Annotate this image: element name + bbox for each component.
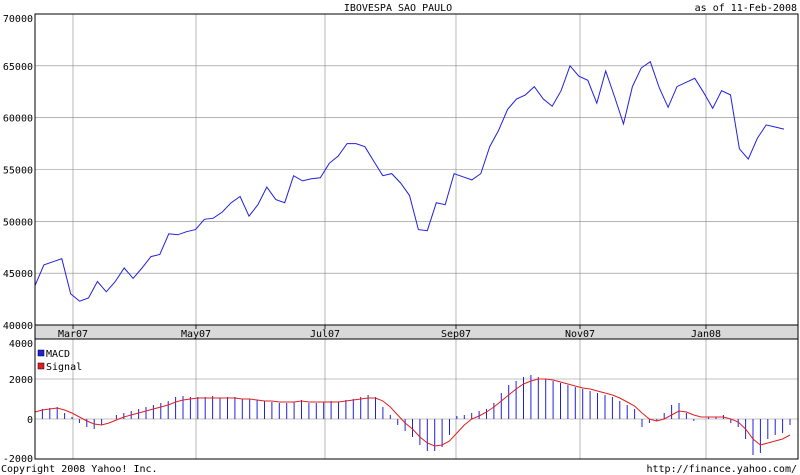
date-tick-label: Mar07 bbox=[58, 329, 88, 340]
price-tick-label: 40000 bbox=[3, 321, 33, 332]
source-url: http://finance.yahoo.com/ bbox=[646, 464, 797, 475]
price-tick-label: 65000 bbox=[3, 62, 33, 73]
price-axis-labels: 40000 45000 50000 55000 60000 65000 70000 bbox=[3, 14, 33, 332]
macd-axis-labels: -2000 0 2000 4000 bbox=[3, 339, 33, 465]
date-tick-label: Jan08 bbox=[691, 329, 721, 340]
legend-macd-label: MACD bbox=[46, 349, 70, 360]
legend-macd-swatch bbox=[37, 349, 45, 357]
date-axis-labels: Mar07 May07 Jul07 Sep07 Nov07 Jan08 bbox=[58, 325, 721, 340]
date-tick-label: Nov07 bbox=[565, 329, 595, 340]
price-tick-label: 60000 bbox=[3, 114, 33, 125]
macd-bars bbox=[34, 375, 791, 455]
macd-tick-label: 0 bbox=[27, 415, 33, 426]
date-tick-label: May07 bbox=[181, 329, 211, 340]
price-tick-label: 70000 bbox=[3, 14, 33, 25]
signal-line bbox=[34, 378, 791, 447]
legend: MACD Signal bbox=[37, 349, 82, 373]
date-axis-band bbox=[35, 325, 798, 339]
macd-tick-label: 4000 bbox=[9, 339, 33, 350]
price-tick-label: 50000 bbox=[3, 217, 33, 228]
price-line bbox=[34, 60, 785, 302]
copyright-text: Copyright 2008 Yahoo! Inc. bbox=[1, 464, 158, 475]
macd-frame bbox=[34, 338, 799, 460]
date-tick-label: Sep07 bbox=[441, 329, 471, 340]
price-tick-label: 45000 bbox=[3, 269, 33, 280]
date-tick-label: Jul07 bbox=[310, 329, 340, 340]
signal-series bbox=[34, 378, 791, 447]
legend-signal-label: Signal bbox=[46, 362, 82, 373]
macd-grid bbox=[35, 339, 798, 459]
chart-title: IBOVESPA SAO PAULO bbox=[344, 3, 452, 14]
price-tick-label: 55000 bbox=[3, 166, 33, 177]
as-of-date: as of 11-Feb-2008 bbox=[695, 3, 797, 14]
price-grid bbox=[35, 14, 798, 325]
macd-tick-label: -2000 bbox=[3, 454, 33, 465]
legend-signal-swatch bbox=[37, 362, 45, 370]
macd-tick-label: 2000 bbox=[9, 375, 33, 386]
price-series bbox=[34, 60, 785, 302]
